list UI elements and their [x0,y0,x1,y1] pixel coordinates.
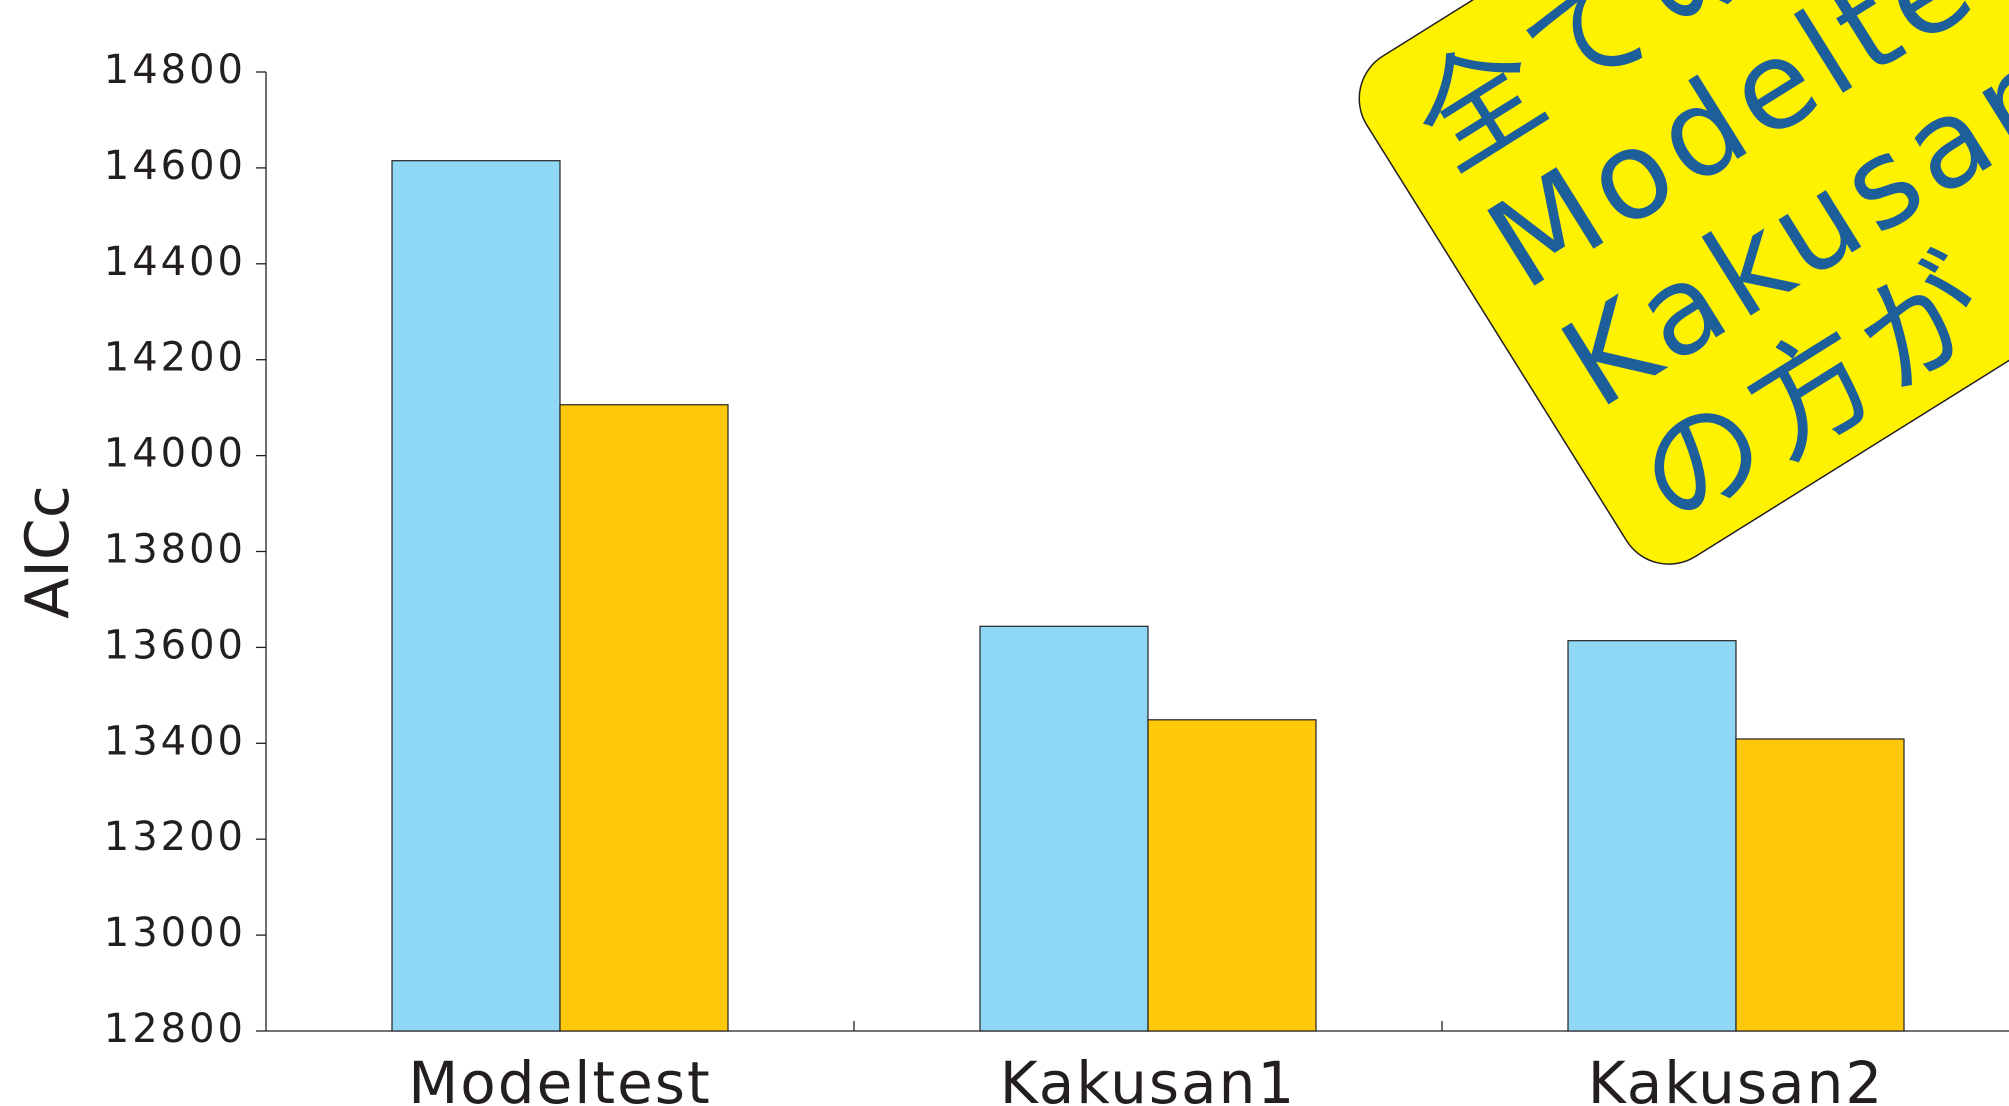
bar [1567,640,1737,1032]
y-tick-label: 14000 [104,431,246,477]
y-tick-label: 14200 [104,335,246,381]
y-tick-label: 13200 [104,814,246,860]
y-tick-label: 13600 [104,622,246,668]
bar [559,404,729,1032]
y-tick-label: 13400 [104,718,246,764]
annotation-box [1358,0,2009,565]
bar [979,625,1149,1032]
y-tick-label: 14400 [104,239,246,285]
y-tick-label: 13800 [104,527,246,573]
x-tick-label: Modeltest [408,1049,712,1106]
bar [1147,719,1317,1032]
y-tick-label: 13000 [104,910,246,956]
y-tick-label: 14800 [104,47,246,93]
bar [1735,738,1905,1032]
x-tick-label: Kakusan2 [1588,1049,1885,1106]
x-tick-label: Kakusan1 [1000,1049,1297,1106]
bar [391,160,561,1032]
y-tick-label: 14600 [104,143,246,189]
y-tick-label: 12800 [104,1006,246,1052]
y-axis-label: AICc [13,485,83,619]
